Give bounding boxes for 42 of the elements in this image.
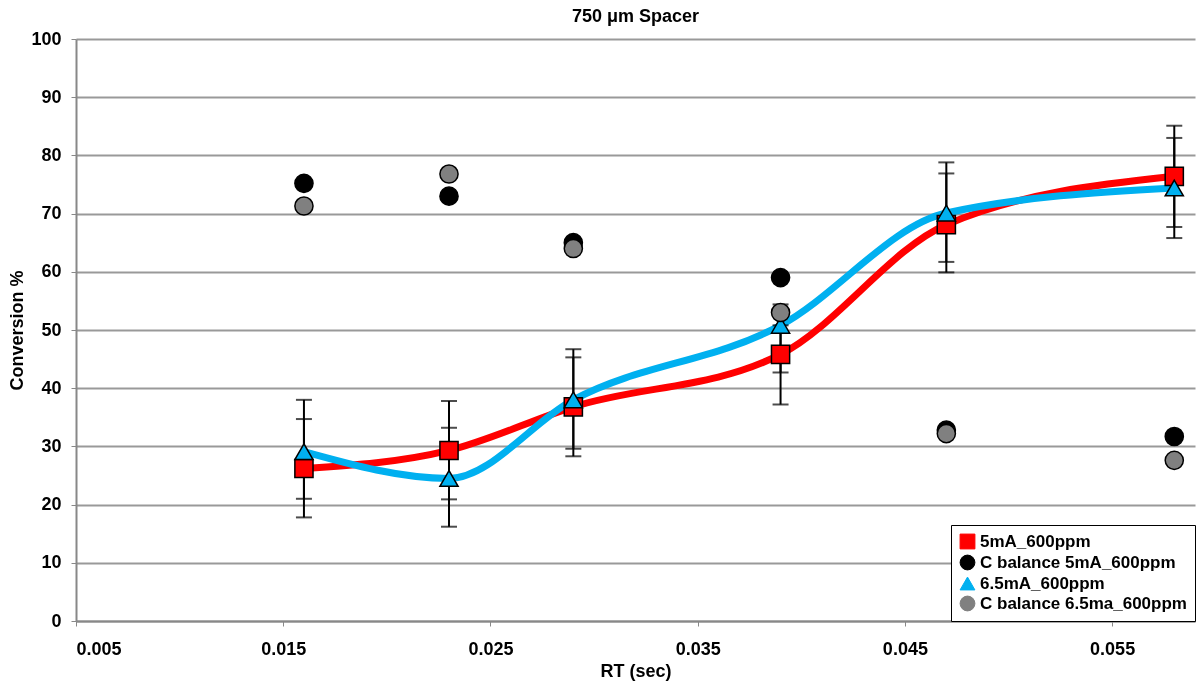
y-tick-label: 50 <box>41 319 62 340</box>
point <box>294 458 314 479</box>
point <box>439 164 459 184</box>
y-tick-label: 80 <box>41 144 62 165</box>
legend-label: 5mA_600ppm <box>980 531 1091 551</box>
x-axis-title: RT (sec) <box>600 660 672 681</box>
y-tick-label: 60 <box>41 261 62 282</box>
point <box>770 344 791 365</box>
y-tick-label: 90 <box>41 86 62 107</box>
y-tick-label: 40 <box>41 377 62 398</box>
y-tick-label: 30 <box>41 435 62 456</box>
point <box>563 238 584 259</box>
x-tick-label: 0.035 <box>675 638 721 659</box>
point <box>563 391 584 409</box>
x-tick-label: 0.045 <box>882 638 928 659</box>
point <box>770 267 791 288</box>
y-axis-title: Conversion % <box>7 270 28 391</box>
point <box>294 196 314 216</box>
x-tick-label: 0.005 <box>76 638 122 659</box>
legend-label: C balance 5mA_600ppm <box>980 552 1176 572</box>
point <box>1164 426 1185 447</box>
y-tick-label: 10 <box>41 552 62 573</box>
point <box>439 440 459 461</box>
x-tick-label: 0.055 <box>1090 638 1136 659</box>
legend-label: 6.5mA_600ppm <box>980 573 1105 593</box>
point <box>936 204 957 222</box>
y-tick-label: 0 <box>51 610 62 631</box>
point <box>1164 166 1185 187</box>
point <box>294 173 314 194</box>
x-tick-label: 0.025 <box>468 638 514 659</box>
chart-title: 750 μm Spacer <box>571 6 700 26</box>
point <box>294 443 314 461</box>
point <box>439 469 459 488</box>
y-tick-label: 100 <box>31 28 62 49</box>
y-tick-label: 70 <box>41 203 62 224</box>
point <box>439 186 459 206</box>
y-tick-label: 20 <box>41 494 62 515</box>
legend-label: C balance 6.5ma_600ppm <box>980 593 1187 613</box>
point <box>1164 450 1185 471</box>
point <box>770 302 791 323</box>
point <box>1164 179 1185 197</box>
x-tick-label: 0.015 <box>261 638 307 659</box>
